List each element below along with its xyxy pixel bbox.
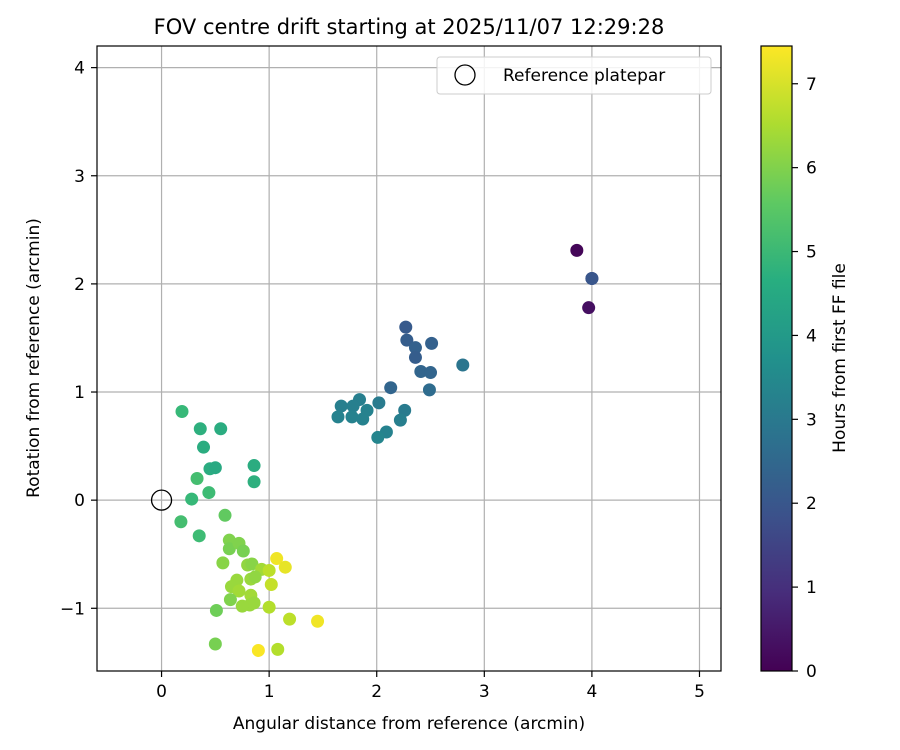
data-point bbox=[185, 492, 199, 506]
y-axis-ticks: −1 0 1 2 3 4 bbox=[60, 59, 97, 619]
y-axis-label: Rotation from reference (arcmin) bbox=[24, 218, 44, 498]
data-point bbox=[400, 333, 414, 347]
data-point bbox=[399, 320, 413, 334]
data-point bbox=[393, 413, 407, 427]
plot-frame bbox=[96, 45, 722, 672]
data-point bbox=[197, 440, 211, 454]
data-point bbox=[247, 475, 261, 489]
data-point bbox=[248, 570, 262, 584]
data-point bbox=[247, 459, 261, 473]
data-point bbox=[232, 584, 246, 598]
data-point bbox=[334, 399, 348, 413]
data-point bbox=[371, 430, 385, 444]
data-point bbox=[235, 599, 249, 613]
data-point bbox=[345, 410, 359, 424]
y-tick-label: 1 bbox=[74, 383, 85, 403]
data-point bbox=[585, 271, 599, 285]
x-tick-label: 5 bbox=[694, 682, 705, 702]
colorbar-tick-label: 5 bbox=[806, 243, 817, 263]
colorbar-tick-label: 1 bbox=[806, 578, 817, 598]
legend-marker-icon bbox=[454, 64, 476, 86]
data-point bbox=[278, 560, 292, 574]
data-point bbox=[311, 614, 325, 628]
colorbar-label: Hours from first FF file bbox=[830, 263, 850, 453]
x-tick-label: 3 bbox=[479, 682, 490, 702]
legend: Reference platepar bbox=[436, 56, 712, 95]
data-point bbox=[251, 643, 265, 657]
x-tick-label: 1 bbox=[264, 682, 275, 702]
data-point bbox=[245, 557, 259, 571]
colorbar-tick-label: 3 bbox=[806, 410, 817, 430]
data-point bbox=[208, 461, 222, 475]
data-point bbox=[283, 612, 297, 626]
y-tick-label: 3 bbox=[74, 167, 85, 187]
data-point bbox=[222, 542, 236, 556]
data-point bbox=[216, 556, 230, 570]
y-tick-label: −1 bbox=[60, 599, 85, 619]
colorbar-tick-label: 7 bbox=[806, 75, 817, 95]
y-tick-label: 4 bbox=[74, 59, 85, 79]
data-point bbox=[331, 410, 345, 424]
y-tick-label: 0 bbox=[74, 491, 85, 511]
data-point bbox=[408, 350, 422, 364]
data-points bbox=[174, 243, 599, 657]
data-point bbox=[192, 529, 206, 543]
data-point bbox=[175, 404, 189, 418]
data-point bbox=[384, 381, 398, 395]
colorbar-ticks: 0 1 2 3 4 5 6 7 bbox=[792, 75, 817, 682]
data-point bbox=[570, 243, 584, 257]
data-point bbox=[193, 422, 207, 436]
data-point bbox=[424, 366, 438, 380]
grid bbox=[97, 46, 721, 671]
data-point bbox=[425, 336, 439, 350]
data-point bbox=[582, 301, 596, 315]
x-axis-ticks: 0 1 2 3 4 5 bbox=[156, 671, 705, 702]
data-point bbox=[271, 642, 285, 656]
chart-title: FOV centre drift starting at 2025/11/07 … bbox=[154, 15, 665, 39]
x-tick-label: 4 bbox=[586, 682, 597, 702]
data-point bbox=[218, 508, 232, 522]
plot-area: 0 1 2 3 4 5 −1 0 1 2 3 4 bbox=[60, 45, 722, 702]
data-point bbox=[223, 593, 237, 607]
x-axis-label: Angular distance from reference (arcmin) bbox=[233, 714, 585, 734]
colorbar-tick-label: 6 bbox=[806, 159, 817, 179]
data-point bbox=[202, 486, 216, 500]
data-point bbox=[270, 552, 284, 566]
data-point bbox=[422, 383, 436, 397]
data-point bbox=[262, 563, 276, 577]
data-point bbox=[456, 358, 470, 372]
data-point bbox=[398, 403, 412, 417]
colorbar-tick-label: 4 bbox=[806, 326, 817, 346]
data-point bbox=[208, 637, 222, 651]
colorbar-tick-label: 0 bbox=[806, 662, 817, 682]
colorbar: 0 1 2 3 4 5 6 7 Hours from first FF file bbox=[760, 45, 850, 682]
data-point bbox=[372, 396, 386, 410]
data-point bbox=[346, 399, 360, 413]
data-point bbox=[262, 600, 276, 614]
legend-entry: Reference platepar bbox=[503, 66, 665, 86]
colorbar-gradient bbox=[760, 45, 793, 672]
data-point bbox=[190, 472, 204, 486]
reference-marker bbox=[150, 489, 173, 511]
legend-box bbox=[436, 56, 712, 95]
x-tick-label: 0 bbox=[156, 682, 167, 702]
data-point bbox=[414, 364, 428, 378]
data-point bbox=[264, 577, 278, 591]
data-point bbox=[174, 515, 188, 529]
data-point bbox=[209, 603, 223, 617]
data-point bbox=[236, 544, 250, 558]
data-point bbox=[408, 341, 422, 355]
y-tick-label: 2 bbox=[74, 275, 85, 295]
data-point bbox=[214, 422, 228, 436]
data-point bbox=[356, 412, 370, 426]
x-tick-label: 2 bbox=[371, 682, 382, 702]
colorbar-tick-label: 2 bbox=[806, 494, 817, 514]
